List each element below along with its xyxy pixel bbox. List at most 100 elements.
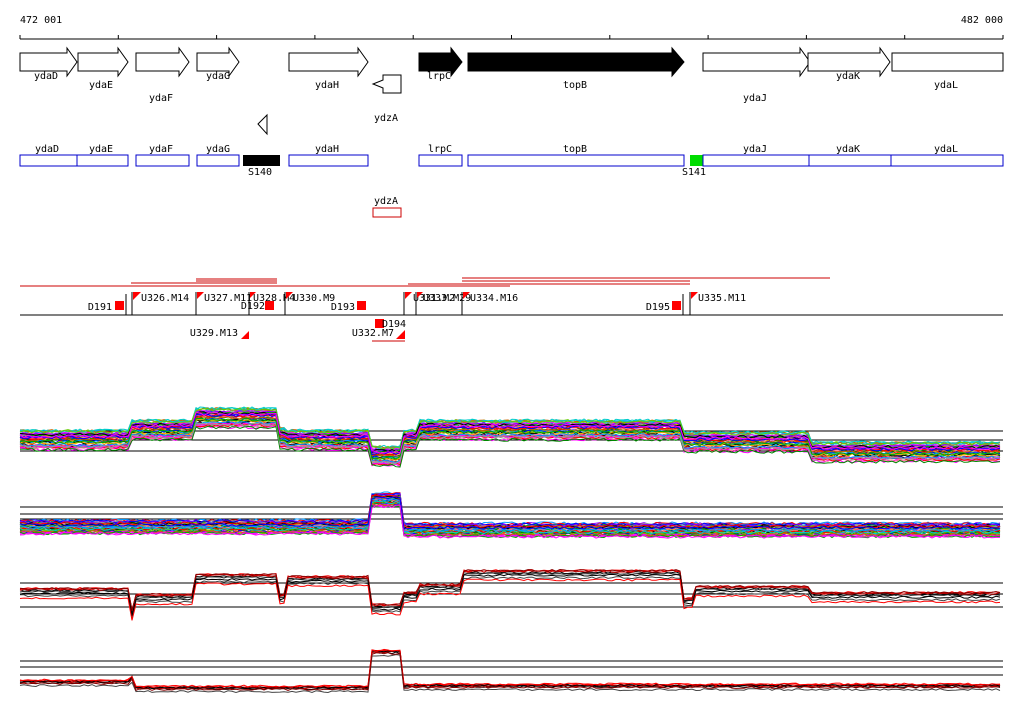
marker-box[interactable]	[690, 155, 703, 166]
expression-trace	[19, 573, 1001, 616]
downshift-square[interactable]	[375, 319, 384, 328]
gene-ydaD[interactable]: ydaD	[19, 46, 78, 82]
annotation-box[interactable]	[135, 154, 190, 167]
gene-arrow[interactable]	[135, 46, 190, 78]
annotation-box[interactable]	[196, 154, 240, 167]
annotation-ydaG[interactable]: ydaG	[196, 144, 240, 167]
upshift-flag[interactable]	[241, 331, 249, 339]
upshift-U328[interactable]: U328.M4	[248, 292, 295, 315]
annotation-box[interactable]	[19, 154, 78, 167]
downshift-D195[interactable]: D195	[646, 294, 684, 315]
annotation-ydaH[interactable]: ydaH	[288, 144, 369, 167]
downshift-square[interactable]	[265, 301, 274, 310]
gene-ydzA[interactable]: ydzA	[371, 74, 402, 124]
upshift-U333[interactable]: U333.M29	[415, 292, 471, 315]
upshift-flag[interactable]	[133, 292, 141, 300]
upshift-flag[interactable]	[396, 330, 405, 339]
downshift-D192[interactable]: D192	[241, 301, 274, 312]
upshift-U326[interactable]: U326.M14	[131, 292, 189, 315]
antisense-label: ydzA	[374, 196, 398, 207]
expression-trace	[19, 650, 1001, 689]
downshift-D191[interactable]: D191	[88, 294, 127, 315]
downshift-D194[interactable]: D194	[375, 319, 406, 330]
gene-arrow[interactable]	[196, 46, 240, 78]
gene-label: ydaF	[149, 93, 173, 104]
gene-label: lrpC	[427, 71, 451, 82]
annotation-box[interactable]	[702, 154, 810, 167]
annotation-box[interactable]	[418, 154, 463, 167]
expression-trace	[19, 422, 1001, 464]
annotation-box[interactable]	[890, 154, 1004, 167]
gene-lrpC[interactable]: lrpC	[418, 46, 463, 82]
upshift-flag[interactable]	[250, 292, 256, 298]
marker-S141[interactable]: S141	[682, 155, 706, 178]
gene-ydaH[interactable]: ydaH	[288, 46, 369, 91]
gene-ydaK[interactable]: ydaK	[807, 46, 891, 82]
annotation-ydaL[interactable]: ydaL	[890, 144, 1004, 167]
upshift-U331[interactable]: U331.M2	[403, 292, 455, 315]
expression-trace	[19, 407, 1001, 450]
upshift-U329[interactable]: U329.M13	[190, 328, 249, 339]
downshift-square[interactable]	[672, 301, 681, 310]
annotation-label: ydaF	[149, 144, 173, 155]
annotation-ydaF[interactable]: ydaF	[135, 144, 190, 167]
upshift-flag[interactable]	[463, 292, 470, 299]
upshift-flag[interactable]	[417, 292, 423, 298]
upshift-U332[interactable]: U332.M7	[352, 328, 405, 339]
marker-box[interactable]	[243, 155, 280, 166]
expression-trace	[19, 654, 1001, 694]
gene-arrow[interactable]	[77, 46, 129, 78]
annotation-box[interactable]	[467, 154, 685, 167]
gene-ydaJ[interactable]: ydaJ	[702, 46, 811, 104]
downshift-square[interactable]	[115, 301, 124, 310]
gene-arrow[interactable]	[807, 46, 891, 78]
gene-box[interactable]	[891, 52, 1004, 72]
ruler-ticks	[19, 35, 1004, 39]
gene-ydaL[interactable]: ydaL	[891, 52, 1004, 91]
annotation-lrpC[interactable]: lrpC	[418, 144, 463, 167]
upshift-flag[interactable]	[691, 292, 698, 299]
annotation-ydaD[interactable]: ydaD	[19, 144, 78, 167]
gene-topB[interactable]: topB	[467, 46, 685, 91]
gene-arrow[interactable]	[467, 46, 685, 78]
gene-arrow[interactable]	[702, 46, 811, 78]
expression-trace	[19, 568, 1001, 611]
gene-label: ydaJ	[743, 93, 767, 104]
downshift-square[interactable]	[357, 301, 366, 310]
annotation-ydaK[interactable]: ydaK	[808, 144, 892, 167]
annotation-topB[interactable]: topB	[467, 144, 685, 167]
upshift-U330[interactable]: U330.M9	[284, 292, 335, 315]
gene-label: ydaE	[89, 80, 113, 91]
antisense-ydzA[interactable]: ydzA	[372, 196, 402, 218]
ruler-end-label: 482 000	[961, 15, 1003, 26]
expression-trace	[19, 500, 1001, 535]
downshift-D193[interactable]: D193	[331, 301, 366, 313]
gene-ydaF[interactable]: ydaF	[135, 46, 190, 104]
upshift-U335[interactable]: U335.M11	[689, 292, 746, 315]
annotation-label: ydaJ	[743, 144, 767, 155]
antisense-box[interactable]	[372, 207, 402, 218]
marker-S140[interactable]: S140	[243, 155, 280, 178]
annotation-box[interactable]	[808, 154, 892, 167]
annotation-label: ydaK	[836, 144, 860, 155]
expression-trace	[19, 504, 1000, 539]
gene-arrow[interactable]	[371, 74, 402, 94]
expression-panel-all-conditions-reverse	[19, 491, 1003, 539]
gene-ydaG[interactable]: ydaG	[196, 46, 240, 82]
expression-panel-selected-reverse	[19, 648, 1003, 694]
upshift-flag[interactable]	[286, 292, 293, 299]
gene-arrow[interactable]	[418, 46, 463, 78]
annotation-box[interactable]	[76, 154, 129, 167]
annotation-ydaJ[interactable]: ydaJ	[702, 144, 810, 167]
upshift-U327[interactable]: U327.M11	[195, 292, 252, 315]
annotation-box[interactable]	[288, 154, 369, 167]
expression-trace	[19, 493, 1001, 528]
gene-arrow[interactable]	[288, 46, 369, 78]
expression-trace	[19, 496, 1001, 530]
upshift-flag[interactable]	[197, 292, 204, 299]
annotation-ydaE[interactable]: ydaE	[76, 144, 129, 167]
upshift-flag[interactable]	[405, 292, 412, 299]
upshift-U334[interactable]: U334.M16	[461, 292, 518, 315]
gene-arrow[interactable]	[19, 46, 78, 78]
gene-ydaE[interactable]: ydaE	[77, 46, 129, 91]
